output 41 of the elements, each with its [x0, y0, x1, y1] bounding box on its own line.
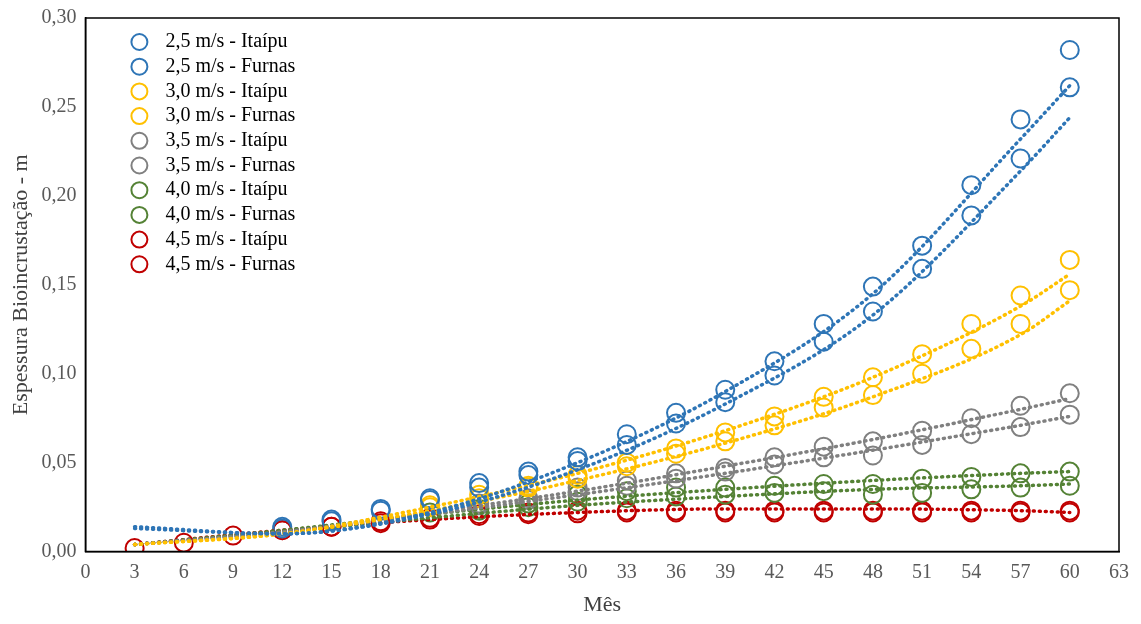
- y-tick-label: 0,05: [41, 449, 77, 472]
- x-tick-label: 42: [764, 559, 785, 582]
- x-tick-label: 57: [1010, 559, 1031, 582]
- legend-label: 3,5 m/s - Itaípu: [165, 128, 288, 152]
- x-tick-label: 15: [321, 559, 342, 582]
- x-tick-label: 48: [862, 559, 883, 582]
- legend-label: 3,0 m/s - Itaípu: [165, 78, 288, 102]
- y-tick-label: 0,00: [41, 538, 77, 561]
- y-tick-label: 0,30: [41, 5, 77, 28]
- x-tick-label: 9: [228, 559, 239, 582]
- legend-label: 2,5 m/s - Furnas: [165, 53, 296, 76]
- x-tick-label: 12: [272, 559, 293, 582]
- x-tick-label: 63: [1109, 559, 1129, 582]
- y-tick-label: 0,25: [41, 94, 77, 117]
- x-tick-label: 54: [961, 559, 982, 582]
- y-axis-title: Espessura Bioincrustação - m: [6, 154, 32, 416]
- x-tick-label: 24: [469, 559, 490, 582]
- y-tick-label: 0,20: [41, 183, 77, 206]
- x-axis-title: Mês: [583, 590, 622, 616]
- x-tick-label: 0: [80, 559, 91, 582]
- x-tick-label: 60: [1059, 559, 1080, 582]
- legend-label: 3,0 m/s - Furnas: [165, 103, 296, 126]
- x-tick-label: 21: [419, 559, 440, 582]
- x-tick-label: 33: [616, 559, 637, 582]
- x-tick-label: 27: [518, 559, 539, 582]
- legend-label: 4,5 m/s - Furnas: [165, 251, 296, 274]
- legend-label: 4,0 m/s - Itaípu: [165, 177, 288, 201]
- x-tick-label: 6: [178, 559, 189, 582]
- x-tick-label: 36: [666, 559, 687, 582]
- x-tick-label: 30: [567, 559, 588, 582]
- x-tick-label: 45: [813, 559, 834, 582]
- legend-label: 4,0 m/s - Furnas: [165, 202, 296, 225]
- x-tick-label: 51: [912, 559, 933, 582]
- x-tick-label: 18: [370, 559, 391, 582]
- legend-label: 3,5 m/s - Furnas: [165, 152, 296, 175]
- x-tick-label: 3: [129, 559, 140, 582]
- legend-label: 4,5 m/s - Itaípu: [165, 226, 288, 250]
- legend-label: 2,5 m/s - Itaípu: [165, 29, 288, 53]
- x-tick-label: 39: [715, 559, 736, 582]
- y-tick-label: 0,15: [41, 272, 77, 295]
- y-tick-label: 0,10: [41, 360, 77, 383]
